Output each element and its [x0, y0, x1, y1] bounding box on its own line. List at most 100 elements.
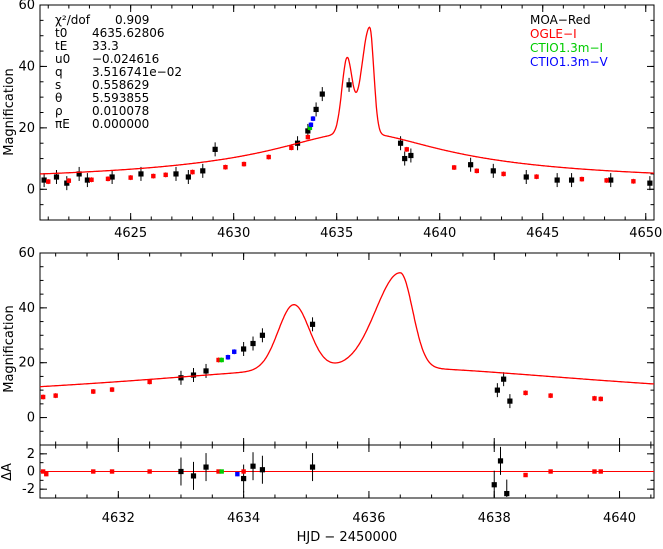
data-point — [241, 346, 247, 352]
data-point — [41, 177, 47, 183]
data-point — [266, 154, 271, 160]
data-point — [504, 490, 510, 497]
param-rho-name: ρ — [55, 104, 63, 118]
data-point — [173, 171, 179, 177]
data-point — [66, 178, 72, 183]
data-point — [216, 357, 221, 363]
data-point — [40, 394, 46, 400]
x-tick-label: 4650 — [629, 226, 662, 241]
param-s-name: s — [55, 78, 61, 92]
data-point — [397, 140, 404, 146]
data-point — [631, 179, 636, 184]
data-point — [40, 469, 46, 474]
data-point — [548, 393, 553, 398]
x-tick-label: 4636 — [352, 511, 385, 526]
data-point — [178, 375, 184, 381]
data-point — [190, 372, 197, 378]
x-tick-label: 4638 — [478, 511, 511, 526]
data-point — [523, 390, 528, 396]
data-point — [91, 389, 96, 394]
param-q-name: q — [55, 65, 63, 79]
data-point — [468, 162, 474, 168]
data-point — [241, 475, 247, 482]
x-tick-label: 4640 — [423, 226, 456, 241]
data-point — [89, 177, 94, 182]
data-point — [259, 332, 266, 338]
data-point — [147, 469, 152, 474]
legend-ctio-i: CTIO1.3m−I — [530, 41, 603, 55]
x-tick-label: 4625 — [114, 226, 147, 241]
y-tick-label: 60 — [18, 246, 35, 261]
data-point — [313, 106, 319, 113]
data-point — [310, 116, 316, 121]
data-point — [554, 177, 560, 183]
param-tE-value: 33.3 — [92, 39, 119, 53]
param-t0-name: t0 — [55, 26, 67, 40]
data-point — [212, 146, 218, 152]
data-point — [494, 387, 500, 393]
panel-residuals-ticks — [40, 444, 654, 499]
data-point — [647, 180, 653, 186]
data-point — [598, 396, 603, 402]
data-point — [250, 340, 256, 347]
data-point — [305, 134, 311, 140]
param-theta-name: θ — [55, 91, 62, 105]
param-chi2-value: 0.909 — [115, 13, 149, 27]
y-tick-label: 0 — [27, 465, 35, 480]
data-point — [568, 177, 575, 183]
legend-ogle: OGLE−I — [530, 27, 577, 41]
data-point — [105, 176, 111, 182]
data-point — [497, 458, 504, 464]
y-tick-label: -2 — [22, 482, 35, 497]
x-tick-label: 4634 — [227, 511, 260, 526]
panel-overview-data — [41, 77, 653, 191]
param-u0-value: −0.024616 — [92, 52, 159, 66]
data-point — [235, 471, 240, 477]
data-point — [84, 177, 90, 183]
y-tick-label: 60 — [18, 0, 35, 13]
data-point — [501, 171, 506, 177]
panel-residuals-data — [40, 446, 603, 497]
data-point — [548, 469, 553, 474]
data-point — [598, 469, 603, 474]
data-point — [203, 464, 209, 470]
data-point — [128, 175, 133, 180]
param-piE-value: 0.000000 — [92, 117, 149, 131]
data-point — [523, 472, 528, 478]
y-tick-label: 20 — [18, 121, 35, 136]
data-point — [200, 168, 206, 174]
data-point — [216, 469, 221, 474]
data-point — [346, 82, 352, 88]
data-point — [308, 122, 314, 127]
data-point — [225, 355, 231, 360]
data-point — [404, 147, 409, 152]
panel-residuals-tick-labels: 4632 4634 4636 4638 4640 -2 0 2 — [22, 447, 636, 526]
y-tick-label: 2 — [27, 447, 35, 462]
panel-overview-tick-labels: 4625 4630 4635 4640 4645 4650 0 20 40 60 — [18, 0, 662, 241]
x-tick-label: 4632 — [102, 511, 135, 526]
data-point — [579, 176, 585, 182]
x-tick-label: 4640 — [603, 511, 636, 526]
param-theta-value: 5.593855 — [92, 91, 149, 105]
data-point — [109, 469, 115, 474]
data-point — [44, 471, 49, 477]
data-point — [490, 168, 496, 174]
data-point — [241, 469, 246, 474]
data-point — [91, 469, 96, 474]
data-point — [309, 321, 316, 327]
param-u0-name: u0 — [55, 52, 70, 66]
data-point — [250, 463, 256, 469]
panel-residuals: 4632 4634 4636 4638 4640 -2 0 2 ΔA HJD − 245000… — [0, 444, 655, 545]
data-point — [109, 387, 115, 392]
panel-overview-ylabel: Magnification — [2, 68, 17, 156]
y-tick-label: 0 — [27, 182, 35, 197]
data-point — [53, 393, 58, 398]
param-rho-value: 0.010078 — [92, 104, 149, 118]
data-point — [223, 164, 228, 170]
legend-moa: MOA−Red — [530, 13, 591, 27]
data-point — [491, 482, 497, 488]
y-tick-label: 20 — [18, 356, 35, 371]
data-point — [178, 468, 184, 475]
panel-zoom-ticks — [40, 252, 654, 446]
